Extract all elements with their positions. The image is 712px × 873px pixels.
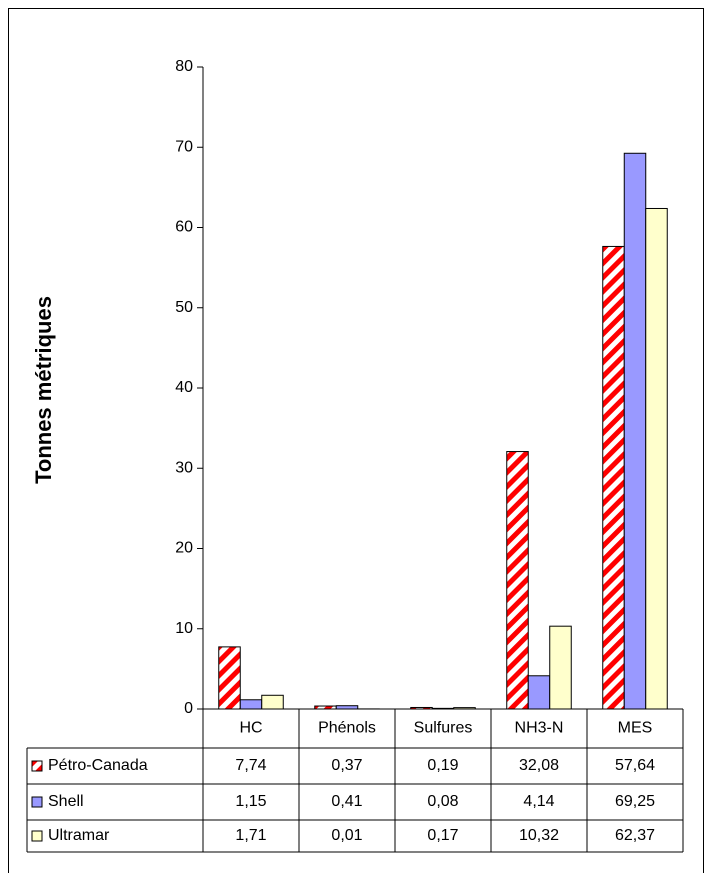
y-tick-label: 0 <box>184 700 193 717</box>
x-tick-label: Sulfures <box>414 720 473 737</box>
x-tick-label: NH3-N <box>515 720 564 737</box>
y-tick-label: 20 <box>175 540 193 557</box>
bar <box>527 675 551 710</box>
table-value: 0,17 <box>427 827 458 844</box>
table-value: 1,71 <box>235 827 266 844</box>
legend-key <box>31 796 43 808</box>
table-value: 0,08 <box>427 793 458 810</box>
y-tick-label: 70 <box>175 138 193 155</box>
legend-key <box>31 760 43 772</box>
bar <box>506 451 529 710</box>
legend-label: Ultramar <box>48 827 110 844</box>
bar <box>549 625 572 710</box>
table-value: 0,41 <box>331 793 362 810</box>
x-tick-label: Phénols <box>318 720 376 737</box>
table-value: 1,15 <box>235 793 266 810</box>
bar <box>602 245 625 710</box>
bar <box>218 646 241 710</box>
table-value: 0,37 <box>331 757 362 774</box>
bar <box>645 207 668 710</box>
table-value: 4,14 <box>523 793 554 810</box>
bar <box>623 152 647 710</box>
table-value: 62,37 <box>615 827 655 844</box>
bar <box>261 694 284 710</box>
table-value: 0,19 <box>427 757 458 774</box>
legend-label: Pétro-Canada <box>48 757 148 774</box>
y-axis-label: Tonnes métriques <box>31 296 56 484</box>
y-tick-label: 60 <box>175 219 193 236</box>
x-tick-label: HC <box>239 720 262 737</box>
bar <box>239 699 263 710</box>
table-value: 69,25 <box>615 793 655 810</box>
y-tick-label: 10 <box>175 620 193 637</box>
table-value: 10,32 <box>519 827 559 844</box>
legend-key <box>31 830 43 842</box>
legend-label: Shell <box>48 793 84 810</box>
y-tick-label: 40 <box>175 379 193 396</box>
table-value: 32,08 <box>519 757 559 774</box>
table-value: 7,74 <box>235 757 266 774</box>
table-value: 0,01 <box>331 827 362 844</box>
y-tick-label: 30 <box>175 459 193 476</box>
y-tick-label: 80 <box>175 58 193 75</box>
table-value: 57,64 <box>615 757 655 774</box>
y-tick-label: 50 <box>175 299 193 316</box>
chart-frame <box>8 8 704 873</box>
x-tick-label: MES <box>618 720 653 737</box>
